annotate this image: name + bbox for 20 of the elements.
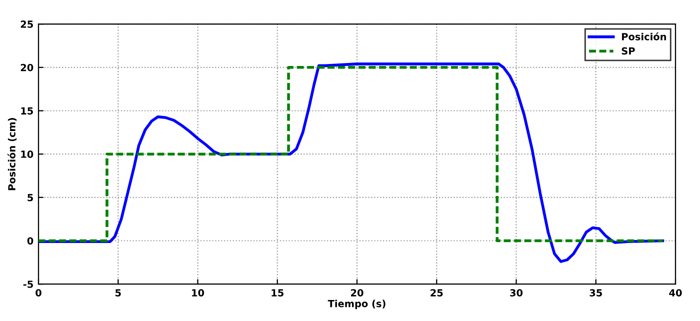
legend-label: SP bbox=[622, 47, 635, 55]
x-tick-label: 10 bbox=[192, 289, 204, 296]
y-tick-label: 10 bbox=[21, 150, 34, 158]
y-axis-title: Posición (cm) bbox=[8, 118, 17, 190]
x-axis-title: Tiempo (s) bbox=[328, 300, 386, 310]
x-tick-label: 20 bbox=[351, 289, 364, 296]
x-tick-label: 15 bbox=[272, 289, 284, 296]
x-tick-label: 35 bbox=[590, 289, 602, 296]
y-tick-label: -5 bbox=[23, 280, 33, 288]
x-tick-label: 25 bbox=[430, 289, 443, 296]
y-tick-label: 25 bbox=[20, 20, 33, 28]
x-tick-label: 5 bbox=[115, 289, 121, 296]
y-tick-label: 0 bbox=[27, 237, 34, 245]
y-tick-label: 20 bbox=[20, 64, 34, 72]
legend-label: Posición bbox=[622, 32, 666, 40]
x-tick-label: 0 bbox=[36, 289, 42, 296]
x-tick-label: 40 bbox=[669, 289, 682, 296]
y-tick-label: 5 bbox=[28, 194, 33, 202]
x-tick-label: 30 bbox=[510, 289, 523, 296]
y-tick-label: 15 bbox=[21, 107, 33, 115]
